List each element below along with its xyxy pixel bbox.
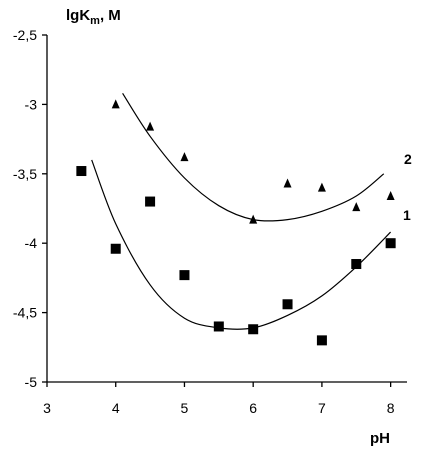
x-axis-title: pH: [370, 430, 390, 447]
data-markers: [76, 99, 396, 346]
data-point-series-2: [283, 178, 292, 188]
data-point-series-1: [316, 335, 327, 346]
x-tick-label: 4: [112, 400, 120, 416]
data-point-series-1: [282, 299, 293, 310]
fit-curves: [91, 92, 392, 330]
x-tick-label: 8: [387, 400, 395, 416]
x-tick-label: 6: [249, 400, 257, 416]
data-point-series-1: [213, 321, 224, 332]
y-tick-label: -2,5: [13, 27, 37, 43]
series-labels: 2 1: [403, 151, 412, 223]
y-tick-label: -3: [25, 96, 38, 112]
data-point-series-1: [385, 238, 396, 249]
data-point-series-1: [248, 324, 259, 335]
series-label-2: 2: [404, 151, 412, 167]
x-ticks: 3 4 5 6 7 8: [43, 382, 395, 416]
data-point-series-2: [180, 152, 189, 162]
data-point-series-2: [386, 191, 395, 201]
axes: [46, 35, 407, 383]
y-axis-title-main: lgK: [66, 7, 90, 24]
data-point-series-1: [145, 196, 156, 207]
data-point-series-2: [352, 202, 361, 212]
y-tick-label: -3,5: [13, 166, 37, 182]
data-point-series-2: [317, 182, 326, 192]
data-point-series-1: [179, 270, 190, 281]
y-axis-title-rest: , M: [100, 7, 121, 24]
data-point-series-2: [111, 99, 120, 109]
series-label-1: 1: [403, 207, 411, 223]
data-point-series-2: [249, 214, 258, 224]
y-tick-label: -4: [25, 235, 38, 251]
data-point-series-1: [76, 166, 87, 177]
y-tick-label: -4,5: [13, 305, 37, 321]
x-tick-label: 3: [43, 400, 51, 416]
data-point-series-1: [351, 259, 362, 270]
fit-curve-series-1: [91, 159, 392, 330]
x-tick-label: 5: [181, 400, 189, 416]
data-point-series-1: [110, 243, 121, 254]
y-axis-title: lgKm, M: [66, 7, 121, 27]
y-tick-label: -5: [25, 374, 38, 390]
x-tick-label: 7: [318, 400, 326, 416]
fit-curve-series-2: [122, 92, 385, 222]
y-axis-title-sub: m: [90, 15, 100, 27]
y-ticks: -2,5 -3 -3,5 -4 -4,5 -5: [13, 27, 47, 390]
data-point-series-2: [146, 121, 155, 131]
